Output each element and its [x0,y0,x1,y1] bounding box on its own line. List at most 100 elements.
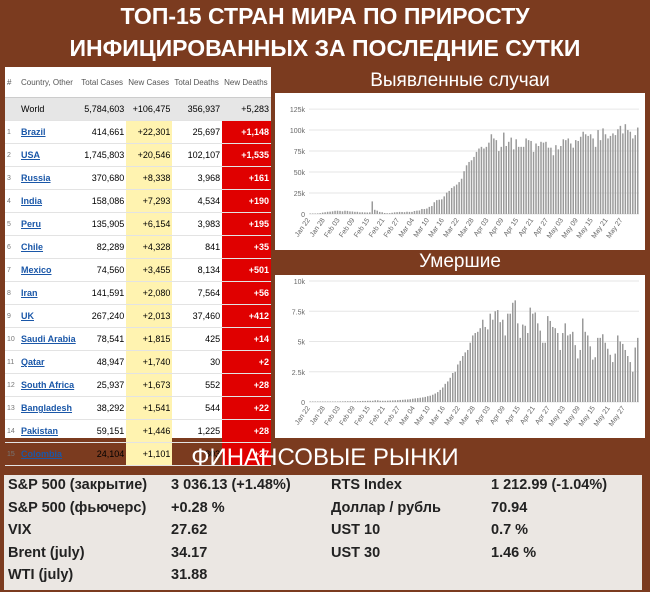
y-tick-label: 50k [294,170,306,177]
country-link[interactable]: Chile [21,242,44,252]
bar [589,346,591,402]
country-link[interactable]: Qatar [21,357,45,367]
bar [398,211,401,214]
bar [614,135,617,214]
bar [349,401,351,402]
table-row: 8 Iran 141,591 +2,080 7,564 +56 [5,281,271,305]
bar [567,335,569,402]
country-link[interactable]: South Africa [21,380,75,390]
finance-value: 31.88 [171,567,208,583]
row-country[interactable]: South Africa [19,373,80,397]
row-country[interactable]: UK [19,304,80,328]
col-total-cases-header[interactable]: Total Cases [79,67,127,98]
row-country[interactable]: Colombia [19,442,80,466]
bar [614,353,616,402]
bar [409,399,411,402]
bar [565,140,567,214]
row-country[interactable]: Bangladesh [19,396,80,420]
bar [522,324,524,402]
row-total-cases: 267,240 [79,304,127,328]
bar [341,211,344,214]
row-country[interactable]: Iran [19,281,80,305]
bar [387,400,389,402]
row-country[interactable]: USA [19,143,80,167]
bar [484,326,486,402]
bar [502,319,504,402]
row-new-deaths: +28 [222,419,271,443]
row-country[interactable]: India [19,189,80,213]
bar [374,400,376,402]
bar [487,329,489,402]
bar [327,401,329,402]
row-country[interactable]: Qatar [19,350,80,374]
col-total-deaths-header[interactable]: Total Deaths [172,67,223,98]
bar [582,318,584,402]
bar [482,319,484,402]
bar [500,146,503,214]
row-total-deaths: 803 [172,442,223,466]
row-new-cases: +3,455 [126,258,173,282]
col-new-deaths-header[interactable]: New Deaths [222,67,271,98]
bar [597,130,599,214]
row-idx: 15 [5,442,19,466]
bar [488,142,490,214]
covid-table: # Country, Other Total Cases New Cases T… [5,67,271,466]
bar [417,398,419,402]
bar [356,211,359,214]
country-link[interactable]: Colombia [21,449,63,459]
row-idx: 2 [5,143,19,167]
country-link[interactable]: India [21,196,43,206]
country-link[interactable]: Peru [21,219,42,229]
bar [594,357,596,402]
table-row: 14 Pakistan 59,151 +1,446 1,225 +28 [5,419,271,443]
bar [522,146,525,214]
country-link[interactable]: Brazil [21,127,46,137]
bar [450,187,453,214]
row-country[interactable]: Peru [19,212,80,236]
bar [557,333,559,402]
bar [602,128,604,214]
col-country-header[interactable]: Country, Other [19,67,80,98]
row-idx: 8 [5,281,19,305]
row-country[interactable]: Brazil [19,120,80,144]
row-idx: 5 [5,212,19,236]
bar [589,134,592,214]
row-new-deaths: +14 [222,327,271,351]
bar [426,208,428,214]
row-country[interactable]: Russia [19,166,80,190]
row-country[interactable]: Chile [19,235,80,259]
bar [512,302,514,402]
col-idx-header[interactable]: # [5,67,19,98]
bar [452,372,454,402]
row-country[interactable]: Pakistan [19,419,80,443]
col-new-cases-header[interactable]: New Cases [126,67,173,98]
bar [572,331,574,402]
country-link[interactable]: Bangladesh [21,403,73,413]
bar [459,360,461,402]
country-link[interactable]: Iran [21,288,38,298]
country-link[interactable]: Pakistan [21,426,59,436]
row-new-cases: +1,673 [126,373,173,397]
bar [552,326,554,402]
bar [352,401,354,402]
bar [597,337,599,402]
country-link[interactable]: Russia [21,173,51,183]
row-country[interactable]: Mexico [19,258,80,282]
bar [609,354,611,402]
row-country[interactable]: Saudi Arabia [19,327,80,351]
row-new-cases: +4,328 [126,235,173,259]
row-total-cases: 74,560 [79,258,127,282]
row-new-deaths: +412 [222,304,271,328]
country-link[interactable]: USA [21,150,41,160]
country-link[interactable]: Mexico [21,265,52,275]
bar [535,143,537,214]
finance-label: WTI (july) [8,567,74,583]
country-link[interactable]: UK [21,311,34,321]
bar [629,362,631,402]
row-new-deaths: +1,535 [222,143,271,167]
country-link[interactable]: Saudi Arabia [21,334,76,344]
row-new-cases: +8,338 [126,166,173,190]
row-total-cases: 370,680 [79,166,127,190]
bar [602,334,604,402]
bar [539,330,541,402]
